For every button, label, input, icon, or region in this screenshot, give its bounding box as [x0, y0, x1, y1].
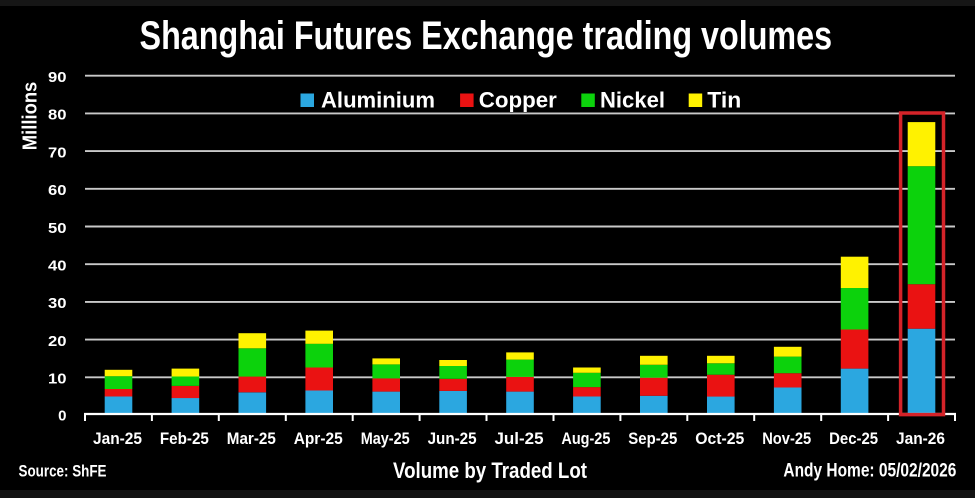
svg-text:Jan-25: Jan-25 — [93, 430, 142, 448]
svg-text:40: 40 — [48, 258, 67, 275]
svg-text:Feb-25: Feb-25 — [160, 430, 209, 448]
svg-text:Millions: Millions — [20, 82, 42, 151]
svg-text:50: 50 — [48, 220, 67, 237]
svg-text:Mar-25: Mar-25 — [227, 430, 276, 448]
svg-text:Nickel: Nickel — [600, 88, 665, 113]
svg-text:Oct-25: Oct-25 — [695, 430, 744, 448]
svg-text:Shanghai Futures Exchange trad: Shanghai Futures Exchange trading volume… — [140, 14, 833, 58]
svg-text:Sep-25: Sep-25 — [628, 430, 677, 448]
svg-text:Aug-25: Aug-25 — [561, 430, 610, 448]
svg-text:Apr-25: Apr-25 — [294, 430, 343, 448]
svg-text:May-25: May-25 — [361, 430, 410, 448]
svg-text:20: 20 — [48, 333, 67, 350]
svg-text:10: 10 — [48, 371, 67, 388]
svg-text:Jul-25: Jul-25 — [495, 430, 544, 448]
svg-text:Tin: Tin — [707, 88, 741, 113]
svg-text:Jan-26: Jan-26 — [896, 430, 945, 448]
svg-text:Andy Home: 05/02/2026: Andy Home: 05/02/2026 — [783, 460, 956, 481]
svg-text:Aluminium: Aluminium — [321, 88, 435, 113]
svg-text:80: 80 — [48, 107, 67, 124]
svg-text:Jun-25: Jun-25 — [428, 430, 477, 448]
svg-text:Dec-25: Dec-25 — [829, 430, 878, 448]
svg-text:0: 0 — [58, 407, 66, 424]
svg-text:Nov-25: Nov-25 — [762, 430, 811, 448]
svg-text:Source: ShFE: Source: ShFE — [19, 462, 107, 481]
svg-text:30: 30 — [48, 295, 67, 312]
svg-text:70: 70 — [48, 144, 67, 161]
svg-text:90: 90 — [48, 69, 67, 86]
svg-text:Copper: Copper — [479, 88, 557, 113]
svg-text:60: 60 — [48, 182, 67, 199]
svg-text:Volume by Traded Lot: Volume by Traded Lot — [393, 458, 588, 483]
